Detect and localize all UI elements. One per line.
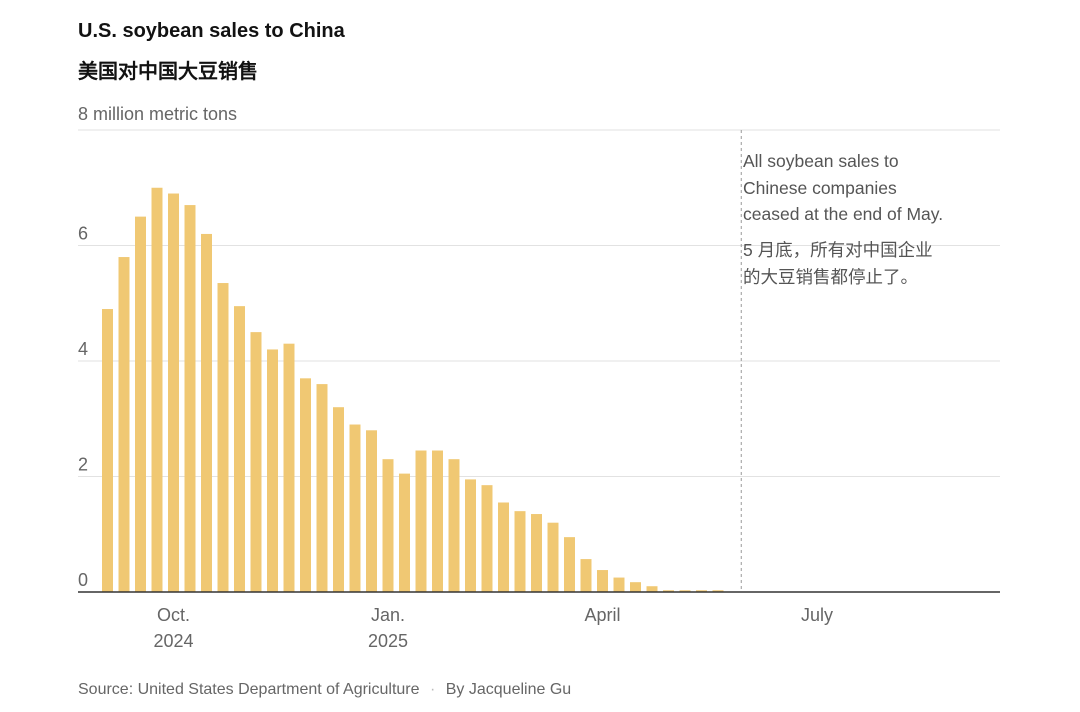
- bar: [597, 570, 608, 592]
- bar: [316, 384, 328, 592]
- bar: [547, 522, 559, 592]
- y-tick-label: 0: [78, 570, 88, 590]
- bar: [531, 514, 542, 592]
- annotation-line: Chinese companies: [743, 177, 897, 198]
- bar: [250, 332, 262, 592]
- x-tick-year: 2024: [153, 631, 193, 651]
- x-tick-label: July: [801, 605, 833, 625]
- bar: [448, 459, 460, 592]
- chart-title: U.S. soybean sales to China: [78, 20, 345, 42]
- annotation-line: All soybean sales to: [743, 151, 899, 171]
- bar: [399, 473, 410, 592]
- bar: [382, 459, 394, 592]
- byline: By Jacqueline Gu: [445, 681, 572, 698]
- bar: [465, 479, 476, 592]
- chart-subtitle: 美国对中国大豆销售: [78, 61, 258, 83]
- bar: [118, 257, 130, 592]
- y-tick-label: 2: [78, 455, 88, 475]
- bar: [514, 511, 526, 592]
- bar: [498, 502, 509, 592]
- x-tick-label: April: [584, 605, 620, 625]
- x-tick-year: 2025: [368, 631, 408, 651]
- annotation-line: 5 月底，所有对中国企业: [743, 240, 933, 260]
- bar: [366, 430, 377, 592]
- source-text: Source: United States Department of Agri…: [78, 681, 420, 698]
- bar: [432, 450, 443, 592]
- source-line: Source: United States Department of Agri…: [78, 681, 571, 699]
- annotation-line: ceased at the end of May.: [743, 204, 944, 224]
- bar: [184, 205, 196, 592]
- x-tick-label: Jan.: [371, 605, 405, 625]
- y-tick-label: 4: [78, 339, 88, 359]
- bar: [663, 590, 674, 592]
- bar: [679, 590, 691, 592]
- bar: [283, 343, 295, 592]
- bar: [151, 187, 163, 592]
- bar: [712, 590, 724, 592]
- bar: [646, 586, 658, 592]
- bar: [349, 424, 361, 592]
- bar: [168, 193, 179, 592]
- x-tick-label: Oct.: [157, 605, 190, 625]
- bar: [135, 216, 146, 592]
- y-tick-label: 6: [78, 224, 88, 244]
- bar: [333, 407, 344, 592]
- annotation-zh: 5 月底，所有对中国企业 的大豆销售都停止了。: [743, 237, 933, 290]
- annotation-en: All soybean sales to Chinese companies c…: [743, 148, 943, 228]
- bar: [481, 485, 493, 592]
- bar: [696, 590, 707, 592]
- separator: ·: [429, 681, 436, 698]
- bar: [613, 577, 625, 592]
- bar: [102, 309, 113, 592]
- bar: [267, 349, 278, 592]
- bar: [580, 559, 592, 592]
- bar: [300, 378, 311, 592]
- bar: [217, 283, 229, 592]
- bar: [234, 306, 245, 592]
- y-axis-label: 8 million metric tons: [78, 104, 238, 124]
- annotation-line: 的大豆销售都停止了。: [743, 266, 918, 287]
- bar: [415, 450, 427, 592]
- bar: [201, 233, 212, 592]
- bar: [564, 537, 575, 592]
- bar: [630, 582, 641, 592]
